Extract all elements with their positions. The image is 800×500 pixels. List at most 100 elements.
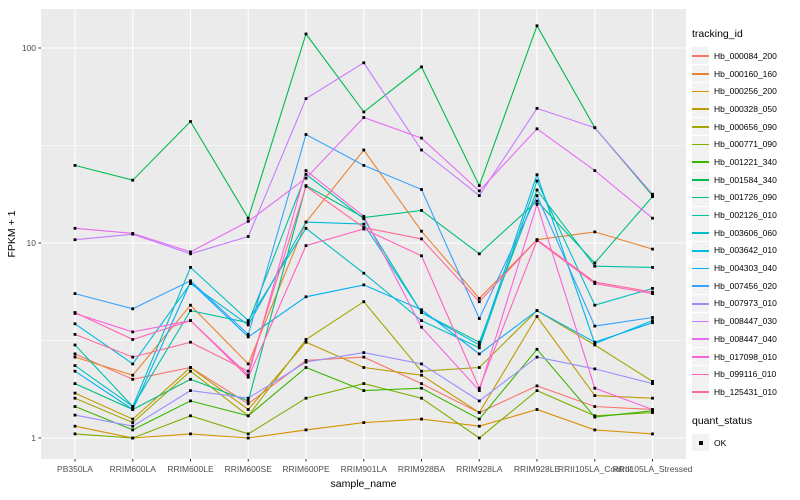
data-point <box>535 315 539 318</box>
legend-label: Hb_099116_010 <box>714 369 777 380</box>
data-point <box>651 321 654 325</box>
data-point <box>535 408 539 411</box>
data-point <box>73 413 77 417</box>
data-point <box>651 247 654 251</box>
legend-item: Hb_017098_010 <box>692 348 798 366</box>
data-point <box>593 405 597 408</box>
data-point <box>420 362 423 366</box>
data-point <box>362 351 366 354</box>
data-point <box>304 360 308 364</box>
data-point <box>246 436 250 440</box>
data-point <box>73 396 77 400</box>
black-square-marker-icon <box>698 440 703 445</box>
legend-label: Hb_004303_040 <box>714 263 777 274</box>
legend-key <box>692 188 709 206</box>
data-point <box>73 355 77 359</box>
data-point <box>189 377 192 381</box>
legend-label: Hb_000160_160 <box>714 68 777 79</box>
data-point <box>477 194 481 197</box>
data-point <box>535 347 539 351</box>
data-point <box>651 396 654 400</box>
legend-item: Hb_099116_010 <box>692 365 798 383</box>
data-point <box>362 389 366 392</box>
legend-quant-status: quant_status OK <box>692 415 798 452</box>
quant-status-key <box>692 434 709 452</box>
legend-line-swatch <box>692 55 709 57</box>
data-point <box>73 322 77 326</box>
data-point <box>131 377 135 381</box>
data-point <box>189 399 192 403</box>
legend-label: Hb_008447_030 <box>714 316 777 327</box>
legend-line-swatch <box>692 338 709 340</box>
legend-line-swatch <box>692 373 709 376</box>
data-point <box>73 238 77 242</box>
data-point <box>304 185 308 188</box>
legend-line-swatch <box>692 143 709 146</box>
data-point <box>304 169 308 172</box>
legend-line-swatch <box>692 302 709 305</box>
data-point <box>189 250 192 254</box>
data-point <box>131 307 135 311</box>
data-point <box>477 424 481 428</box>
data-point <box>651 292 654 295</box>
data-point <box>246 220 250 223</box>
legend-item: Hb_008447_040 <box>692 330 798 348</box>
data-point <box>246 396 250 400</box>
data-point <box>304 340 308 344</box>
legend-item: Hb_001221_340 <box>692 153 798 171</box>
data-point <box>304 295 308 299</box>
legend-line-swatch <box>692 126 709 128</box>
data-point <box>651 319 654 322</box>
legend-line-swatch <box>692 232 709 234</box>
data-point <box>362 421 366 424</box>
data-point <box>304 366 308 369</box>
data-point <box>246 335 250 339</box>
data-point <box>246 235 250 238</box>
data-point <box>189 389 192 392</box>
data-point <box>651 195 654 198</box>
data-point <box>535 24 539 28</box>
x-tick-label: RRIM928LA <box>456 464 503 474</box>
data-point <box>73 311 77 314</box>
data-point <box>593 126 597 130</box>
y-tick-label: 100 <box>22 43 36 53</box>
data-point <box>304 428 308 432</box>
data-point <box>535 309 539 312</box>
data-point <box>304 32 308 36</box>
data-point <box>246 333 250 336</box>
data-point <box>535 107 539 110</box>
legend-key <box>692 206 709 224</box>
data-point <box>651 316 654 319</box>
data-point <box>420 65 423 69</box>
data-point <box>477 366 481 369</box>
data-point <box>477 340 481 344</box>
x-axis-title: sample_name <box>331 478 397 490</box>
data-point <box>246 375 250 379</box>
data-point <box>535 194 539 197</box>
data-point <box>420 237 423 241</box>
data-point <box>362 300 366 304</box>
legend-key <box>692 330 709 348</box>
data-point <box>593 340 597 344</box>
data-point <box>477 252 481 256</box>
data-point <box>189 366 192 369</box>
x-tick-label: RRIM600LE <box>167 464 214 474</box>
data-point <box>477 189 481 193</box>
data-point <box>131 373 135 377</box>
data-point <box>651 411 654 414</box>
legend-key <box>692 241 709 259</box>
data-point <box>73 352 77 356</box>
legend-tracking-id-items: Hb_000084_200 Hb_000160_160 Hb_000256_200 H… <box>692 47 798 401</box>
legend-key <box>692 294 709 312</box>
legend-item-ok: OK <box>692 434 798 452</box>
x-tick-label: RRIM901LA <box>341 464 388 474</box>
data-point <box>131 436 135 440</box>
legend-key <box>692 47 709 65</box>
legend-key <box>692 135 709 153</box>
data-point <box>593 428 597 432</box>
data-point <box>73 405 77 408</box>
legend-item: Hb_001726_090 <box>692 188 798 207</box>
data-point <box>362 355 366 359</box>
data-point <box>477 343 481 347</box>
